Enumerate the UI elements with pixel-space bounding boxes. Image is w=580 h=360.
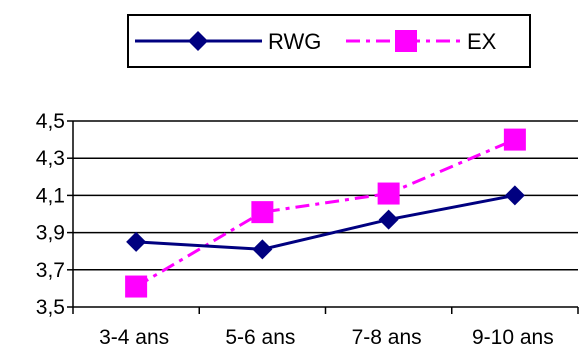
x-tick-label: 7-8 ans bbox=[352, 326, 422, 349]
gridlines bbox=[73, 120, 578, 271]
x-tick-label: 5-6 ans bbox=[225, 326, 295, 349]
legend: RWG EX bbox=[127, 14, 531, 68]
data-point-rwg bbox=[126, 231, 147, 252]
data-point-ex bbox=[377, 182, 400, 205]
x-tick-label: 9-10 ans bbox=[472, 326, 554, 349]
y-tick-label: 4,5 bbox=[36, 110, 65, 133]
y-axis-ticks: 3,5 3,7 3,9 4,1 4,3 4,5 bbox=[36, 110, 73, 319]
x-tick-label: 3-4 ans bbox=[99, 326, 169, 349]
data-point-rwg bbox=[504, 185, 525, 206]
y-tick-label: 4,1 bbox=[36, 184, 65, 207]
data-point-rwg bbox=[252, 239, 273, 260]
series-line-ex bbox=[135, 138, 516, 288]
data-point-ex bbox=[503, 128, 526, 151]
series-line-rwg bbox=[136, 193, 516, 251]
series-layer bbox=[125, 128, 526, 298]
legend-label-ex: EX bbox=[467, 29, 497, 54]
axes bbox=[72, 121, 578, 308]
data-point-rwg bbox=[378, 209, 399, 230]
legend-marker-ex bbox=[395, 30, 417, 52]
y-tick-label: 3,7 bbox=[36, 259, 65, 282]
y-tick-label: 3,9 bbox=[36, 222, 65, 245]
data-point-ex bbox=[125, 275, 148, 298]
legend-marker-rwg bbox=[188, 31, 208, 51]
data-point-ex bbox=[251, 201, 274, 224]
y-tick-label: 3,5 bbox=[36, 296, 65, 319]
x-axis-ticks: 3-4 ans 5-6 ans 7-8 ans 9-10 ans bbox=[72, 307, 579, 349]
y-tick-label: 4,3 bbox=[36, 147, 65, 170]
legend-label-rwg: RWG bbox=[268, 29, 321, 54]
